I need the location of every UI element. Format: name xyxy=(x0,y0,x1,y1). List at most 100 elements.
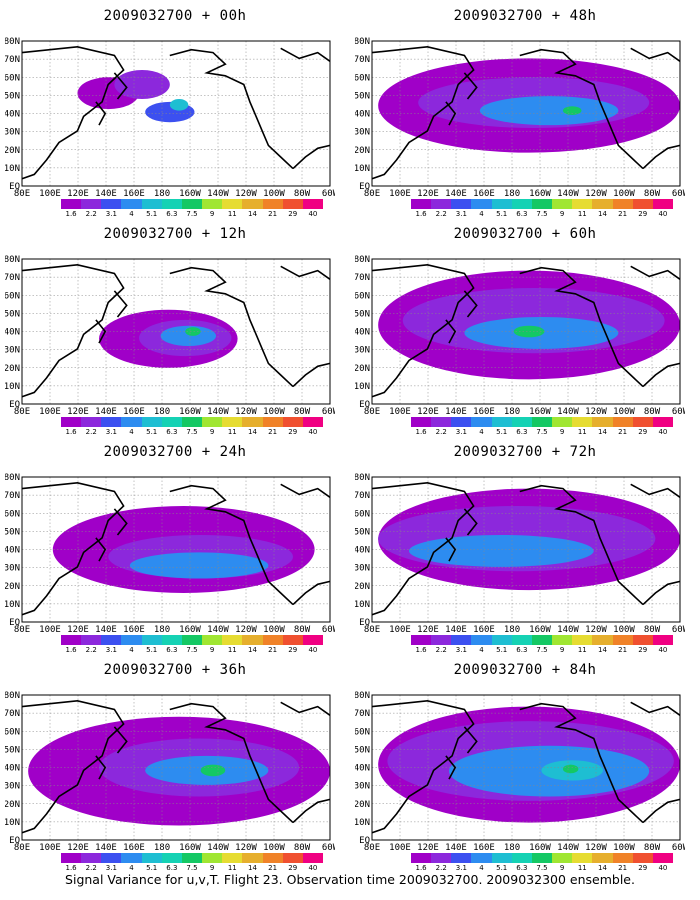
colorbar xyxy=(61,853,324,863)
colorbar-label: 29 xyxy=(638,646,648,654)
coastline xyxy=(371,699,475,834)
colorbar-label: 3.1 xyxy=(455,210,467,218)
coastline xyxy=(371,263,475,398)
x-tick-label: 140W xyxy=(207,625,229,632)
y-tick-label: 70N xyxy=(5,55,20,65)
y-tick-label: 10N xyxy=(5,164,20,174)
colorbar-label: 21 xyxy=(618,428,628,436)
colorbar-label: 7.5 xyxy=(536,646,548,654)
colorbar-swatch xyxy=(141,635,163,645)
x-tick-label: 120W xyxy=(585,625,607,632)
x-tick-label: 80E xyxy=(364,407,380,414)
colorbar-swatch xyxy=(141,199,163,209)
colorbar-label: 7.5 xyxy=(186,428,198,436)
colorbar-swatch xyxy=(471,417,493,427)
colorbar-swatch xyxy=(592,199,614,209)
variance-field xyxy=(513,325,545,338)
colorbar-swatch xyxy=(491,635,513,645)
coastline xyxy=(292,580,331,606)
colorbar-swatch xyxy=(81,635,102,645)
coastline xyxy=(169,266,294,388)
colorbar xyxy=(411,199,674,209)
colorbar-swatch xyxy=(592,417,614,427)
colorbar-swatch xyxy=(431,635,452,645)
colorbar-swatch xyxy=(141,417,163,427)
colorbar-swatch xyxy=(161,199,183,209)
map-frame xyxy=(371,694,681,841)
colorbar xyxy=(61,635,324,645)
coastline xyxy=(642,798,681,824)
colorbar-swatch xyxy=(81,199,102,209)
colorbar-swatch xyxy=(262,635,284,645)
y-tick-label: 10N xyxy=(355,382,370,392)
y-tick-label: 20N xyxy=(355,582,370,592)
y-tick-label: 60N xyxy=(5,291,20,301)
colorbar-labels: 1.6 2.2 3.1 4 5.1 6.3 7.5 9 11 14 21 29 40 xyxy=(53,428,333,438)
colorbar xyxy=(411,417,674,427)
x-tick-label: 100W xyxy=(613,189,635,196)
colorbar-label: 7.5 xyxy=(186,210,198,218)
coastline xyxy=(630,701,681,716)
colorbar-swatch xyxy=(572,853,593,863)
x-tick-label: 120W xyxy=(235,407,257,414)
colorbar-swatch xyxy=(531,417,553,427)
y-tick-label: 80N xyxy=(5,691,20,701)
colorbar-swatch xyxy=(592,635,614,645)
colorbar-swatch xyxy=(101,635,122,645)
colorbar-swatch xyxy=(612,417,634,427)
colorbar-label: 6.3 xyxy=(166,210,178,218)
x-tick-label: 120E xyxy=(417,625,439,632)
colorbar-label: 5.1 xyxy=(146,864,158,872)
colorbar-label: 11 xyxy=(227,210,237,218)
colorbar-label: 14 xyxy=(247,646,257,654)
y-tick-label: 30N xyxy=(5,782,20,792)
variance-field xyxy=(562,106,582,115)
y-tick-label: 50N xyxy=(5,309,20,319)
colorbar-swatch xyxy=(431,199,452,209)
colorbar-label: 1.6 xyxy=(65,210,77,218)
x-tick-label: 140W xyxy=(207,189,229,196)
map-frame xyxy=(21,476,331,623)
signal-variance-map: EQ 10N 20N 30N 40N 50N 60N 70N 80N 80E 100E 120E 140… xyxy=(355,255,685,414)
x-tick-label: 180 xyxy=(154,843,170,850)
colorbar-swatch xyxy=(511,417,533,427)
x-tick-label: 80W xyxy=(644,625,661,632)
coastline xyxy=(463,72,478,100)
colorbar-label: 29 xyxy=(638,428,648,436)
colorbar-swatch xyxy=(632,199,654,209)
coastline xyxy=(21,45,125,180)
x-tick-label: 80W xyxy=(294,625,311,632)
colorbar-swatch xyxy=(491,853,513,863)
y-tick-label: 30N xyxy=(5,564,20,574)
colorbar-swatch xyxy=(302,635,324,645)
colorbar-label: 9 xyxy=(209,210,215,218)
colorbar-label: 1.6 xyxy=(65,864,77,872)
colorbar-swatch xyxy=(431,853,452,863)
colorbar-label: 6.3 xyxy=(516,646,528,654)
colorbar-swatch xyxy=(552,635,573,645)
x-tick-label: 160E xyxy=(123,189,145,196)
colorbar-swatch xyxy=(411,635,432,645)
colorbar-swatch xyxy=(81,417,102,427)
panel-title: 2009032700 + 72h xyxy=(453,444,597,460)
x-tick-label: 120E xyxy=(67,407,89,414)
colorbar-labels: 1.6 2.2 3.1 4 5.1 6.3 7.5 9 11 14 21 29 40 xyxy=(403,646,683,656)
x-tick-label: 160W xyxy=(179,189,201,196)
x-tick-label: 100W xyxy=(613,407,635,414)
coastline xyxy=(21,481,125,616)
panel-48h: 2009032700 + 48h EQ 10N 20N 30N 40N 50N 60N 70N… xyxy=(355,0,695,222)
x-tick-label: 60W xyxy=(672,407,685,414)
colorbar-swatch xyxy=(552,199,573,209)
colorbar-swatch xyxy=(262,417,284,427)
variance-field xyxy=(169,99,189,111)
coastline xyxy=(519,48,644,170)
x-tick-label: 160E xyxy=(473,625,495,632)
x-tick-label: 100W xyxy=(613,843,635,850)
x-tick-label: 180 xyxy=(504,189,520,196)
colorbar-label: 3.1 xyxy=(105,646,117,654)
y-tick-label: 20N xyxy=(355,800,370,810)
x-tick-label: 120E xyxy=(67,625,89,632)
x-tick-label: 100W xyxy=(263,407,285,414)
colorbar-label: 21 xyxy=(268,428,278,436)
x-tick-label: 80W xyxy=(294,189,311,196)
